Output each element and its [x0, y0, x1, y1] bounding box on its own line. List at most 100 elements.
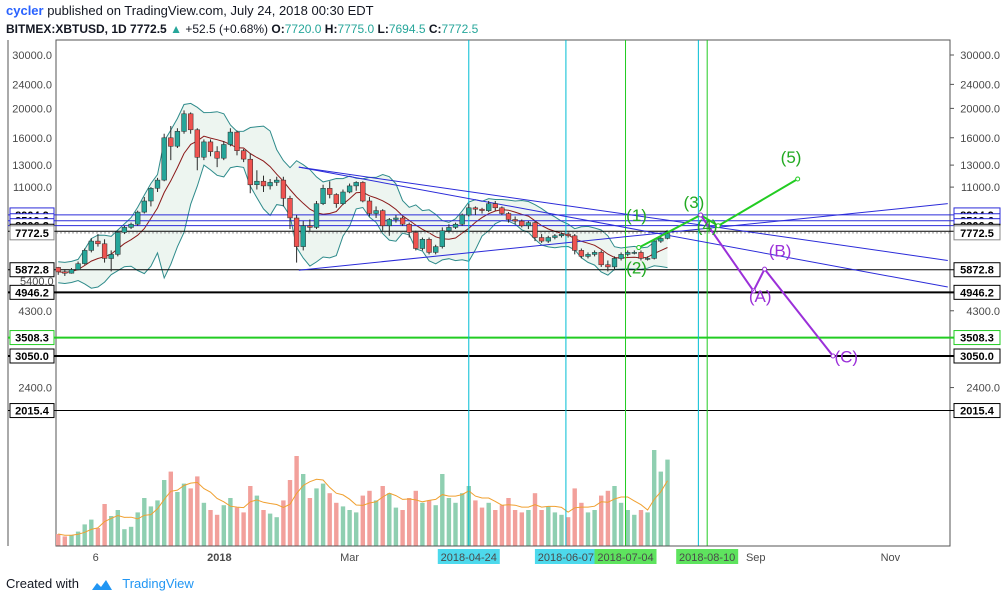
volume-bar: [625, 510, 630, 546]
candle: [644, 258, 651, 260]
candle: [68, 269, 75, 274]
x-axis-tick: Sep: [746, 552, 766, 564]
volume-bar: [340, 506, 346, 546]
candle: [274, 179, 280, 183]
candle: [188, 113, 194, 131]
volume-bar: [446, 498, 452, 546]
low-label: L:: [377, 22, 389, 36]
wave-point: [715, 223, 721, 229]
candle: [300, 225, 306, 247]
candle: [55, 267, 61, 273]
open-value: 7720.0: [284, 22, 322, 36]
candle: [519, 220, 525, 227]
candle: [413, 232, 419, 249]
author-link[interactable]: cycler: [6, 3, 44, 18]
volume-bar: [294, 456, 299, 546]
x-axis-tick: Mar: [340, 552, 359, 564]
volume-bar: [599, 495, 604, 546]
volume-bar: [307, 498, 313, 546]
left-axis-tick: 4300.0: [18, 306, 52, 318]
volume-bar: [546, 506, 551, 546]
wave-label-3: (3): [684, 193, 705, 212]
volume-bar: [122, 529, 127, 546]
volume-bar: [440, 474, 445, 546]
volume-bar: [254, 495, 260, 546]
volume-bar: [320, 483, 326, 546]
candle: [386, 219, 392, 227]
volume-bar: [89, 519, 94, 546]
level-tag-bg: [9, 348, 55, 364]
candle: [492, 203, 498, 209]
level-tag-bg: [9, 330, 55, 346]
date-marker-label: 2018-07-04: [597, 552, 653, 564]
volume-bar: [612, 486, 617, 546]
candle: [658, 238, 664, 242]
wave-point: [762, 266, 768, 272]
candle: [161, 137, 167, 181]
volume-bar: [301, 474, 306, 546]
left-level-tag: 3508.3: [15, 333, 49, 345]
candle: [101, 243, 108, 259]
candle: [260, 180, 267, 187]
wave-label-2: (2): [626, 259, 647, 278]
symbol-label: BITMEX:XBTUSD, 1D: [6, 22, 127, 36]
candle: [466, 207, 472, 216]
volume-bar: [82, 524, 87, 546]
candle: [148, 188, 154, 202]
volume-bar: [354, 512, 359, 546]
left-level-tag: 5872.8: [15, 265, 49, 277]
level-tag-bg: [953, 330, 1001, 346]
volume-bar: [407, 498, 412, 546]
candle: [360, 182, 366, 202]
level-tag-bg: [9, 403, 55, 419]
candle: [558, 233, 565, 237]
candle: [207, 141, 214, 152]
date-marker-label: 2018-08-10: [679, 552, 735, 564]
right-level-tag: 3508.3: [960, 333, 994, 345]
volume-bar: [420, 502, 425, 546]
right-level-tag: 2015.4: [960, 406, 995, 418]
trend-line: [298, 166, 948, 288]
level-tag-bg: [9, 225, 55, 241]
candle: [618, 254, 624, 259]
candle: [512, 219, 518, 222]
price-change: +52.5 (+0.68%): [185, 22, 269, 36]
volume-bar: [552, 512, 558, 546]
candle: [399, 217, 406, 225]
volume-bar: [142, 498, 147, 546]
right-axis-tick: 11000.0: [961, 182, 1000, 194]
candle: [486, 203, 492, 211]
candle: [605, 264, 611, 268]
volume-bar: [287, 480, 293, 546]
volume-bar: [62, 536, 67, 546]
volume-bar: [632, 514, 637, 546]
right-level-tag: 5872.8: [960, 265, 994, 277]
candle: [578, 250, 585, 257]
candle: [406, 223, 412, 233]
candle: [154, 179, 161, 189]
volume-bar: [565, 517, 571, 546]
high-value: 7775.0: [337, 22, 375, 36]
candle: [532, 222, 538, 238]
candle: [651, 240, 657, 259]
volume-bar: [499, 505, 505, 546]
candle: [479, 208, 485, 211]
ohlc-line: BITMEX:XBTUSD, 1D 7772.5 ▲ +52.5 (+0.68%…: [6, 22, 478, 36]
left-level-tag: 2015.4: [15, 406, 50, 418]
date-marker-bg: [594, 549, 657, 564]
volume-bar: [115, 510, 120, 546]
volume-bar: [393, 507, 399, 546]
candle: [75, 263, 81, 270]
right-axis-tick: 30000.0: [960, 50, 1000, 62]
candle: [366, 200, 373, 214]
volume-bar: [195, 476, 200, 546]
right-level-tag: 3050.0: [960, 351, 994, 363]
candle: [446, 227, 452, 231]
candle: [565, 233, 571, 237]
x-axis-tick: 2018: [207, 552, 231, 564]
volume-bar: [486, 502, 491, 546]
tradingview-logo-icon: [91, 579, 112, 590]
tradingview-brand-link[interactable]: TradingView: [122, 576, 194, 591]
volume-bar: [413, 490, 418, 546]
